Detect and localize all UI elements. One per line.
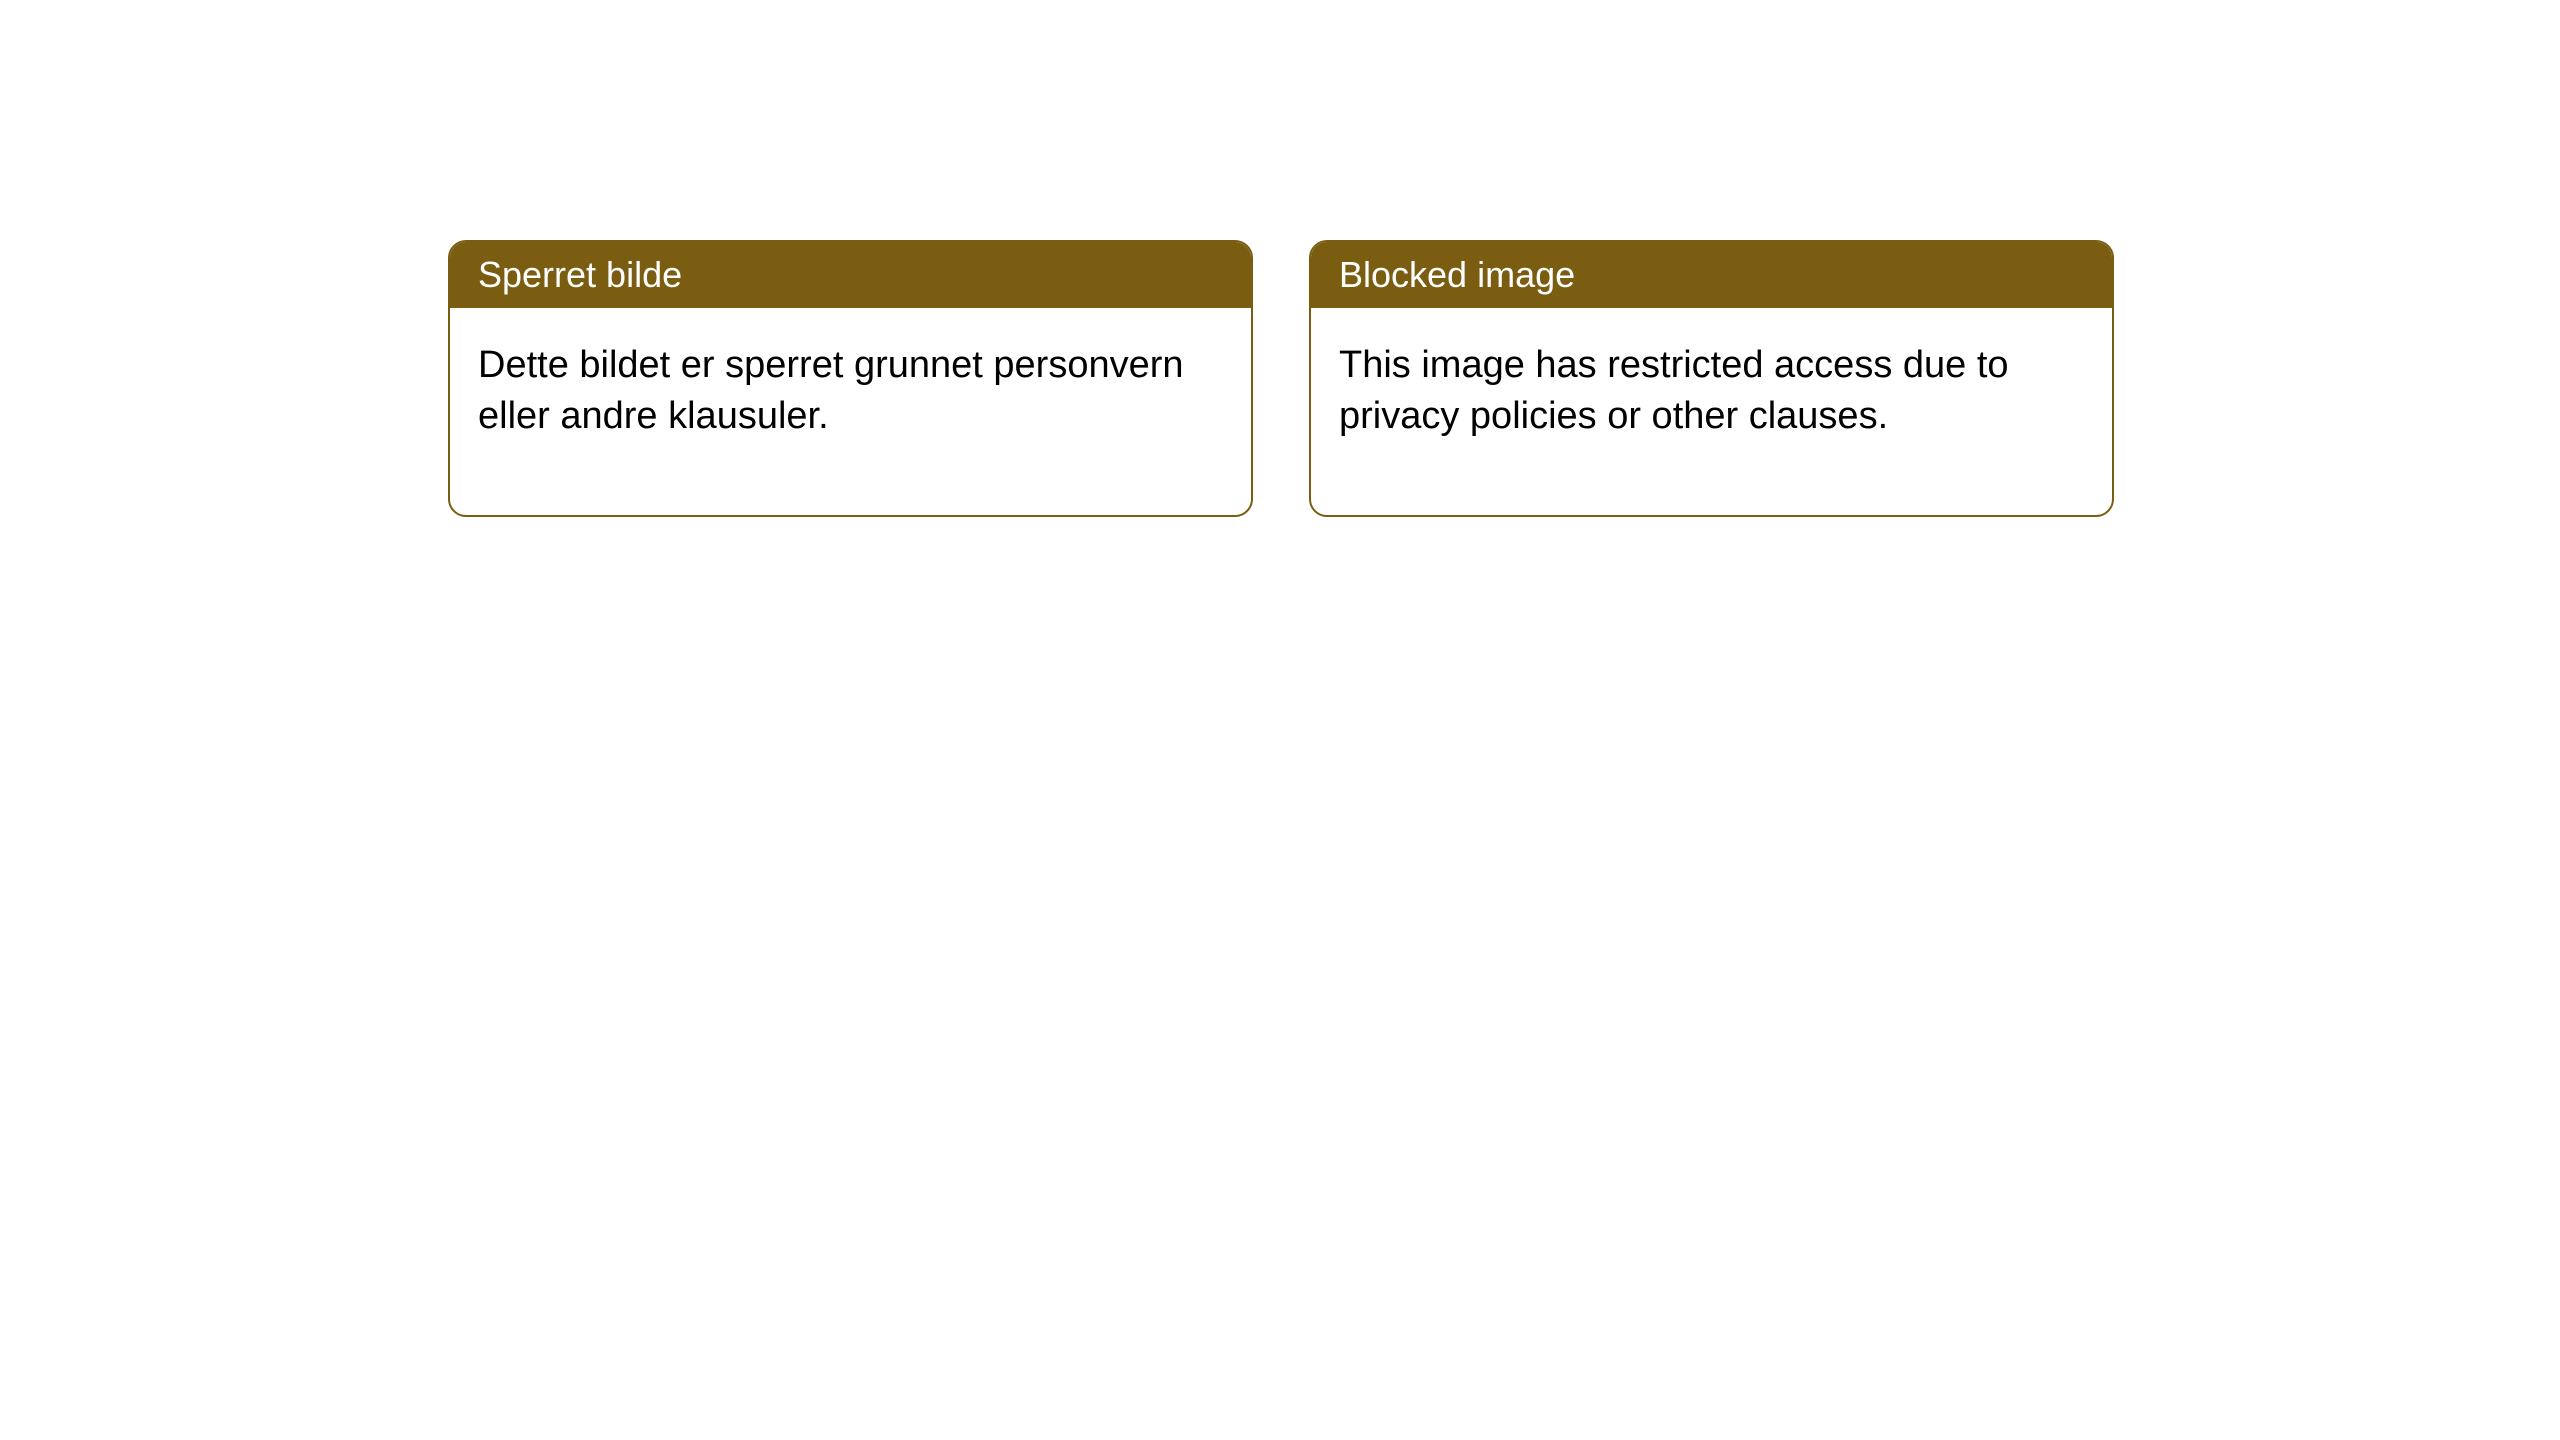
card-body-en: This image has restricted access due to … [1311, 308, 2112, 515]
card-message-en: This image has restricted access due to … [1339, 344, 2009, 437]
card-body-no: Dette bildet er sperret grunnet personve… [450, 308, 1251, 515]
blocked-image-card-en: Blocked image This image has restricted … [1309, 240, 2114, 517]
notice-cards-container: Sperret bilde Dette bildet er sperret gr… [448, 240, 2114, 517]
card-title-en: Blocked image [1339, 254, 1575, 295]
card-message-no: Dette bildet er sperret grunnet personve… [478, 344, 1184, 437]
blocked-image-card-no: Sperret bilde Dette bildet er sperret gr… [448, 240, 1253, 517]
card-header-en: Blocked image [1311, 242, 2112, 308]
card-title-no: Sperret bilde [478, 254, 682, 295]
card-header-no: Sperret bilde [450, 242, 1251, 308]
